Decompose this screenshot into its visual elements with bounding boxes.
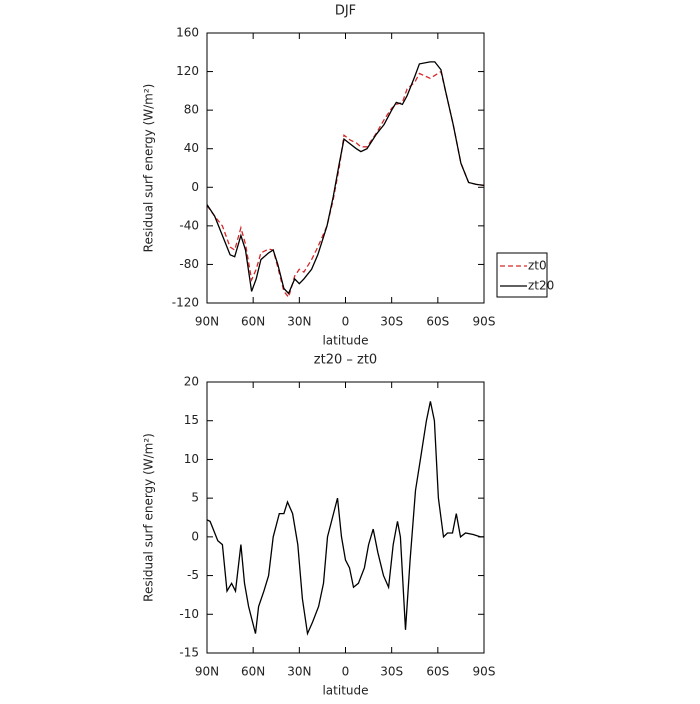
x-tick-label: 0 [342, 315, 350, 329]
y-tick-label: 0 [191, 180, 199, 194]
x-tick-label: 30S [380, 665, 403, 679]
y-tick-label: 80 [184, 103, 199, 117]
y-tick-label: 15 [184, 413, 199, 427]
x-tick-label: 90N [195, 315, 219, 329]
chart-title: DJF [335, 4, 356, 19]
y-tick-label: -5 [187, 568, 199, 582]
x-tick-label: 90S [473, 665, 496, 679]
x-axis-label: latitude [322, 684, 368, 698]
y-tick-label: 160 [176, 26, 199, 40]
y-tick-label: 120 [176, 64, 199, 78]
chart-title: zt20 – zt0 [314, 353, 377, 368]
x-tick-label: 30S [380, 315, 403, 329]
x-tick-label: 30N [287, 315, 311, 329]
x-tick-label: 60S [426, 665, 449, 679]
y-tick-label: -10 [179, 607, 199, 621]
data-line [206, 61, 485, 295]
x-tick-label: 30N [287, 665, 311, 679]
legend-box [496, 252, 548, 298]
x-axis-label: latitude [322, 334, 368, 348]
x-tick-label: 60N [241, 665, 265, 679]
x-tick-label: 90S [473, 315, 496, 329]
y-tick-label: -15 [179, 646, 199, 660]
data-line [206, 70, 485, 299]
data-line [206, 401, 484, 636]
x-tick-label: 90N [195, 665, 219, 679]
y-tick-label: -80 [179, 257, 199, 271]
legend-label: zt20 [528, 279, 554, 293]
legend-label: zt0 [528, 259, 547, 273]
y-axis-label: Residual surf energy (W/m²) [142, 433, 156, 602]
y-axis-label: Residual surf energy (W/m²) [142, 84, 156, 253]
y-tick-label: -120 [172, 296, 199, 310]
y-tick-label: 5 [191, 491, 199, 505]
x-tick-label: 0 [342, 665, 350, 679]
x-tick-label: 60N [241, 315, 265, 329]
plot-frame [206, 381, 485, 654]
y-tick-label: 20 [184, 375, 199, 389]
x-tick-label: 60S [426, 315, 449, 329]
y-tick-label: 0 [191, 529, 199, 543]
y-tick-label: -40 [179, 218, 199, 232]
y-tick-label: 10 [184, 452, 199, 466]
plot-frame [206, 32, 485, 304]
y-tick-label: 40 [184, 141, 199, 155]
